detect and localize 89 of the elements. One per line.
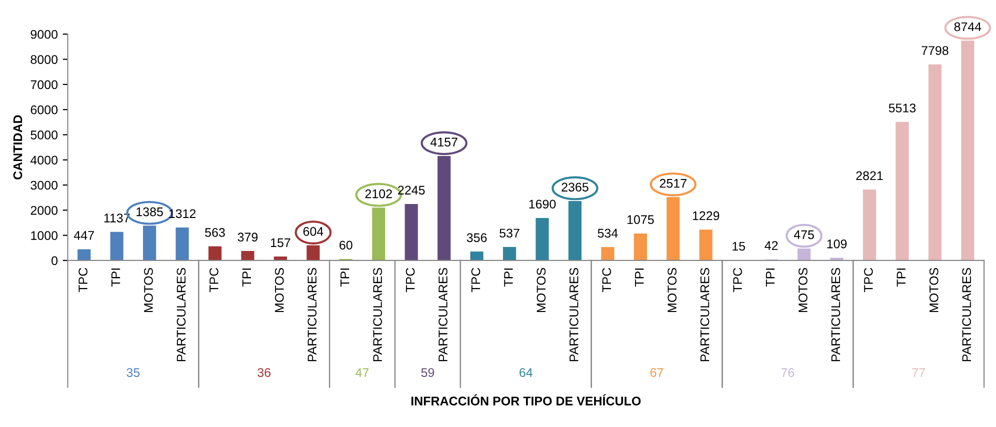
text: 36 — [258, 368, 270, 377]
text: 64 — [520, 368, 532, 377]
data-label: 2102 — [365, 189, 392, 198]
data-label: 8744 — [954, 22, 982, 32]
data-label: 157 — [270, 238, 290, 248]
text: 35 — [126, 368, 140, 377]
bar — [601, 247, 614, 260]
bar — [110, 232, 124, 260]
x-tick-label: PARTICULARES — [831, 268, 840, 362]
y-tick-label: 6000 — [30, 105, 58, 114]
bar — [208, 246, 222, 260]
x-tick-label: TPC — [733, 268, 742, 292]
x-tick-label: TPC — [78, 268, 88, 292]
x-tick-label: PARTICULARES — [176, 268, 186, 362]
data-label: 1690 — [529, 200, 556, 209]
y-axis-title: CANTIDAD — [13, 115, 22, 180]
x-tick-label: TPC — [864, 268, 873, 292]
y-tick-label: 1000 — [31, 231, 58, 240]
data-label: 4157 — [430, 138, 458, 147]
x-tick-label: TPC — [602, 268, 612, 292]
data-label: 475 — [794, 230, 814, 240]
data-label: 1385 — [136, 207, 163, 216]
x-tick-label: TPI — [242, 268, 251, 287]
x-tick-label: MOTOS — [536, 268, 546, 312]
data-label: 42 — [764, 241, 778, 250]
text: 77 — [912, 368, 925, 377]
bar — [634, 233, 647, 260]
x-tick-label: TPC — [406, 268, 415, 292]
text: 67 — [650, 368, 664, 377]
x-tick-label: PARTICULARES — [700, 268, 710, 362]
y-tick-label: 8000 — [30, 55, 58, 64]
text: 76 — [781, 368, 794, 377]
x-tick-label: TPI — [504, 268, 513, 287]
x-tick-label: MOTOS — [668, 268, 677, 312]
y-tick-label: 2000 — [30, 206, 58, 215]
y-tick-label: 7000 — [30, 80, 58, 90]
bar — [536, 218, 549, 260]
y-tick-label: 9000 — [30, 30, 58, 39]
data-label: 7798 — [922, 46, 948, 55]
data-label: 109 — [827, 239, 847, 248]
data-label: 2517 — [660, 178, 686, 188]
bar — [78, 249, 91, 260]
data-label: 537 — [500, 228, 520, 238]
bar — [470, 252, 484, 260]
bar — [404, 204, 418, 260]
data-label: 15 — [732, 242, 746, 251]
y-tick-label: 0 — [52, 256, 58, 266]
bar — [699, 230, 712, 260]
x-tick-label: TPC — [210, 268, 218, 292]
x-tick-label: PARTICULARES — [962, 268, 972, 362]
x-tick-label: MOTOS — [929, 268, 938, 312]
x-tick-label: PARTICULARES — [569, 268, 578, 362]
data-label: 5513 — [888, 104, 916, 112]
data-label: 379 — [238, 232, 258, 242]
data-label: 1229 — [692, 211, 720, 220]
data-label: 2821 — [856, 171, 883, 180]
data-label: 1075 — [627, 215, 654, 224]
x-tick-label: MOTOS — [144, 268, 153, 312]
bar — [862, 190, 876, 260]
y-tick-label: 3000 — [30, 180, 58, 190]
text: 47 — [356, 368, 369, 377]
x-tick-label: PARTICULARES — [438, 268, 448, 362]
bar — [830, 258, 844, 260]
data-label: 60 — [340, 240, 352, 250]
x-tick-label: MOTOS — [798, 268, 808, 312]
bar — [928, 64, 942, 260]
data-label: 356 — [466, 233, 487, 242]
x-axis-title: INFRACCIÓN POR TIPO DE VEHÍCULO — [411, 394, 641, 406]
x-tick-label: TPI — [111, 268, 120, 287]
data-label: 447 — [74, 231, 94, 240]
x-tick-label: PARTICULARES — [373, 268, 382, 362]
x-tick-label: PARTICULARES — [308, 268, 317, 362]
text: 59 — [421, 368, 434, 377]
data-label: 604 — [303, 227, 324, 236]
x-tick-label: MOTOS — [274, 268, 284, 312]
bar — [502, 246, 516, 260]
x-tick-label: TPI — [635, 268, 644, 287]
bar — [896, 122, 909, 260]
data-label: 534 — [598, 228, 618, 238]
x-tick-label: TPI — [896, 268, 906, 287]
x-tick-label: TPI — [340, 268, 350, 287]
data-label: 2365 — [562, 182, 588, 192]
x-tick-label: TPI — [766, 268, 775, 287]
bar — [176, 227, 189, 260]
data-label: 563 — [205, 228, 225, 237]
y-tick-label: 5000 — [30, 130, 58, 140]
x-tick-label: TPC — [471, 268, 480, 292]
y-tick-label: 4000 — [30, 156, 58, 165]
bar — [241, 250, 254, 260]
